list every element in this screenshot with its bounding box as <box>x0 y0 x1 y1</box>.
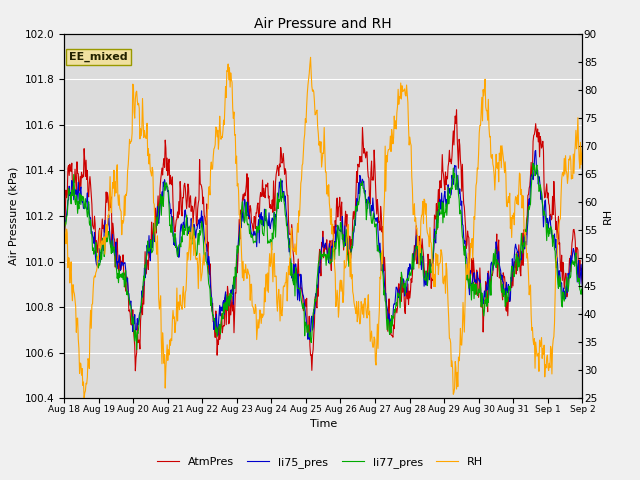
li75_pres <box>362 200 369 205</box>
RH <box>307 54 314 60</box>
Legend: AtmPres, li75_pres, li77_pres, RH: AtmPres, li75_pres, li77_pres, RH <box>152 452 488 472</box>
li77_pres <box>391 309 399 315</box>
li75_pres <box>92 257 100 263</box>
RH <box>579 144 586 150</box>
li77_pres <box>454 181 461 187</box>
AtmPres <box>132 368 140 373</box>
li75_pres <box>579 285 586 291</box>
AtmPres <box>391 312 399 317</box>
li77_pres <box>507 272 515 278</box>
X-axis label: Time: Time <box>310 419 337 429</box>
RH <box>392 118 399 124</box>
li77_pres <box>579 287 586 292</box>
Text: EE_mixed: EE_mixed <box>69 52 128 62</box>
RH <box>376 274 384 280</box>
AtmPres <box>376 218 383 224</box>
Y-axis label: Air Pressure (kPa): Air Pressure (kPa) <box>9 167 19 265</box>
li75_pres <box>507 275 515 280</box>
li77_pres <box>376 249 383 254</box>
li77_pres <box>60 237 68 242</box>
li75_pres <box>306 336 314 342</box>
AtmPres <box>454 165 462 171</box>
li77_pres <box>92 240 100 245</box>
RH <box>362 311 370 317</box>
RH <box>508 235 515 240</box>
AtmPres <box>362 155 369 161</box>
li77_pres <box>133 347 141 353</box>
li75_pres <box>532 147 540 153</box>
Line: RH: RH <box>64 57 582 398</box>
AtmPres <box>452 107 460 113</box>
AtmPres <box>508 285 515 290</box>
li75_pres <box>391 301 399 307</box>
li75_pres <box>60 228 68 234</box>
li77_pres <box>362 200 369 205</box>
Line: li77_pres: li77_pres <box>64 163 582 350</box>
Line: li75_pres: li75_pres <box>64 150 582 339</box>
li77_pres <box>529 160 537 166</box>
li75_pres <box>454 172 461 178</box>
RH <box>93 268 100 274</box>
RH <box>454 354 462 360</box>
Y-axis label: RH: RH <box>603 208 612 224</box>
RH <box>80 396 88 401</box>
AtmPres <box>92 251 100 256</box>
li75_pres <box>376 250 383 255</box>
RH <box>60 217 68 223</box>
AtmPres <box>60 230 68 236</box>
AtmPres <box>579 281 586 287</box>
Title: Air Pressure and RH: Air Pressure and RH <box>254 17 392 31</box>
Line: AtmPres: AtmPres <box>64 110 582 371</box>
